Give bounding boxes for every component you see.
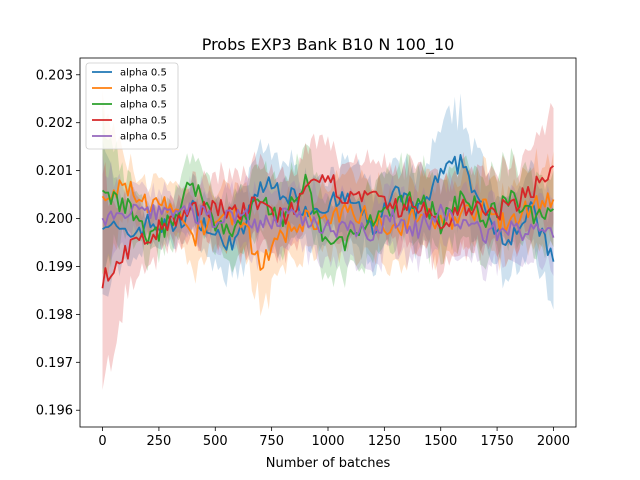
x-tick-label: 500 [203, 434, 228, 449]
x-tick-label: 1250 [368, 434, 401, 449]
confidence-band-4 [102, 102, 554, 390]
legend-label-3: alpha 0.5 [120, 100, 167, 111]
x-axis: 0 250 500 750 1000 1250 1500 1750 2000 [98, 427, 570, 449]
y-tick-label: 0.201 [36, 164, 73, 179]
confidence-band-3 [102, 103, 554, 288]
y-tick-label: 0.197 [36, 356, 73, 371]
confidence-bands [102, 90, 554, 390]
chart-title: Probs EXP3 Bank B10 N 100_10 [202, 35, 455, 55]
series-line-4 [101, 165, 555, 289]
y-axis: 0.196 0.197 0.198 0.199 0.200 0.201 0.202 0.203 [36, 68, 80, 419]
x-tick-label: 750 [259, 434, 284, 449]
legend-label-1: alpha 0.5 [120, 68, 167, 79]
x-axis-label: Number of batches [266, 456, 391, 471]
y-tick-label: 0.202 [36, 116, 73, 131]
x-tick-label: 2000 [537, 434, 570, 449]
y-tick-label: 0.196 [36, 404, 73, 419]
legend-box [85, 62, 179, 150]
legend: alpha 0.5 alpha 0.5 alpha 0.5 alpha 0.5 alph… [85, 62, 179, 150]
y-tick-label: 0.199 [36, 260, 73, 275]
y-tick-label: 0.203 [36, 68, 73, 83]
x-tick-label: 0 [98, 434, 106, 449]
legend-label-2: alpha 0.5 [120, 84, 167, 95]
x-tick-label: 1750 [481, 434, 514, 449]
series-line-5 [101, 202, 555, 244]
series-lines [101, 154, 555, 289]
plot-frame [79, 57, 577, 428]
confidence-band-5 [102, 153, 554, 282]
x-tick-label: 250 [146, 434, 171, 449]
confidence-band-1 [102, 93, 554, 310]
x-tick-label: 1500 [424, 434, 457, 449]
legend-label-5: alpha 0.5 [120, 132, 167, 143]
y-tick-label: 0.200 [36, 212, 73, 227]
y-tick-label: 0.198 [36, 308, 73, 323]
legend-label-4: alpha 0.5 [120, 116, 167, 127]
confidence-band-2 [102, 90, 554, 317]
x-tick-label: 1000 [311, 434, 344, 449]
